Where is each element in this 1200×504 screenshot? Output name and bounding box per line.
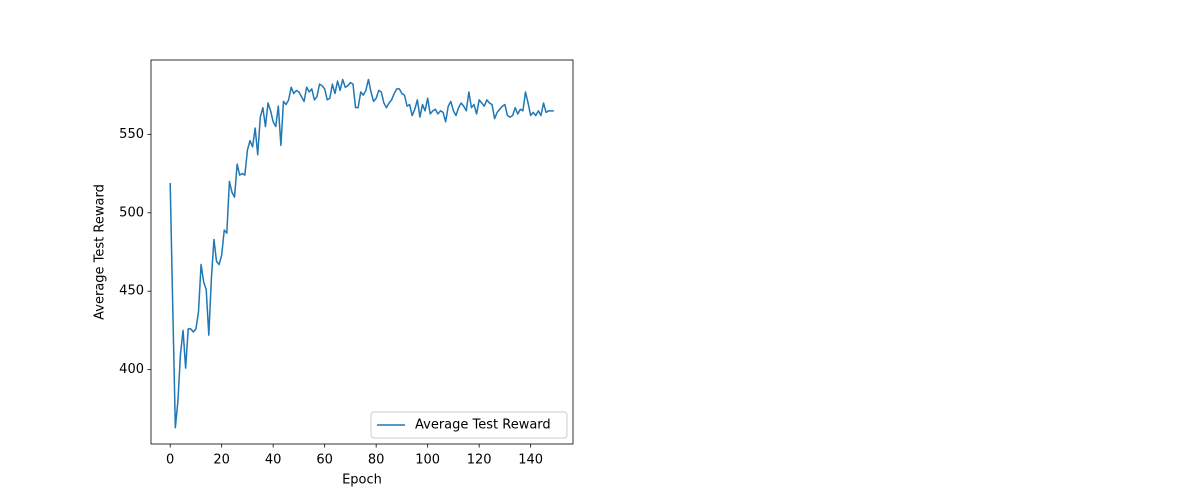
plot-frame — [150, 59, 574, 445]
y-tick-label: 550 — [119, 127, 144, 142]
y-tick-label: 400 — [119, 362, 144, 377]
y-tick-label: 500 — [119, 205, 144, 220]
x-axis-label: Epoch — [342, 473, 382, 488]
x-tick-label: 80 — [368, 453, 385, 468]
x-tick-label: 100 — [415, 453, 440, 468]
line — [169, 78, 554, 429]
x-tick-label: 40 — [265, 453, 282, 468]
x-tick-label: 20 — [213, 453, 230, 468]
y-axis-label: Average Test Reward — [93, 184, 108, 320]
legend-label: Average Test Reward — [415, 418, 551, 433]
x-tick-label: 140 — [518, 453, 543, 468]
x-tick-label: 60 — [316, 453, 333, 468]
legend-box — [370, 411, 568, 439]
y-tick-label: 450 — [119, 284, 144, 299]
x-tick-label: 120 — [467, 453, 492, 468]
x-tick-label: 0 — [166, 453, 174, 468]
